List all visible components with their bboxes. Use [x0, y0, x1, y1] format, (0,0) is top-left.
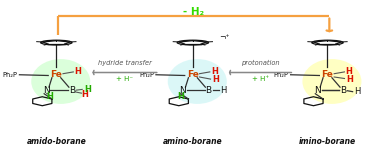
Text: H: H: [211, 66, 218, 76]
Text: H: H: [220, 86, 226, 95]
Text: B: B: [205, 86, 211, 95]
Text: B: B: [340, 86, 346, 95]
Text: H: H: [355, 87, 361, 96]
Ellipse shape: [168, 59, 227, 104]
Text: imino-borane: imino-borane: [299, 137, 356, 146]
Text: H: H: [212, 76, 219, 85]
Text: ¬⁺: ¬⁺: [219, 34, 229, 43]
Text: amido-borane: amido-borane: [26, 137, 86, 146]
Text: N: N: [179, 86, 186, 95]
Text: Ph₂P: Ph₂P: [274, 72, 289, 78]
Text: H: H: [46, 92, 53, 101]
Text: H: H: [345, 66, 352, 76]
Text: H: H: [82, 90, 88, 99]
Text: hydride transfer: hydride transfer: [98, 60, 152, 66]
Text: + H⁻: + H⁻: [116, 76, 133, 82]
Text: Ph₂P: Ph₂P: [3, 72, 18, 78]
Text: Ph₂P: Ph₂P: [139, 72, 154, 78]
Text: Fe: Fe: [187, 69, 199, 79]
Text: protonation: protonation: [241, 60, 279, 66]
Text: amino-borane: amino-borane: [163, 137, 223, 146]
Text: H: H: [74, 66, 81, 76]
Ellipse shape: [31, 59, 90, 104]
Ellipse shape: [302, 59, 361, 104]
Text: H: H: [346, 75, 353, 84]
Text: N: N: [43, 86, 50, 95]
Text: Fe: Fe: [50, 69, 62, 79]
Text: H: H: [177, 92, 184, 101]
Text: B: B: [69, 86, 75, 95]
Text: N: N: [314, 86, 321, 95]
Text: Fe: Fe: [322, 69, 333, 79]
Text: + H⁺: + H⁺: [252, 76, 269, 82]
Text: H: H: [84, 85, 91, 94]
Text: - H₂: - H₂: [183, 7, 204, 17]
